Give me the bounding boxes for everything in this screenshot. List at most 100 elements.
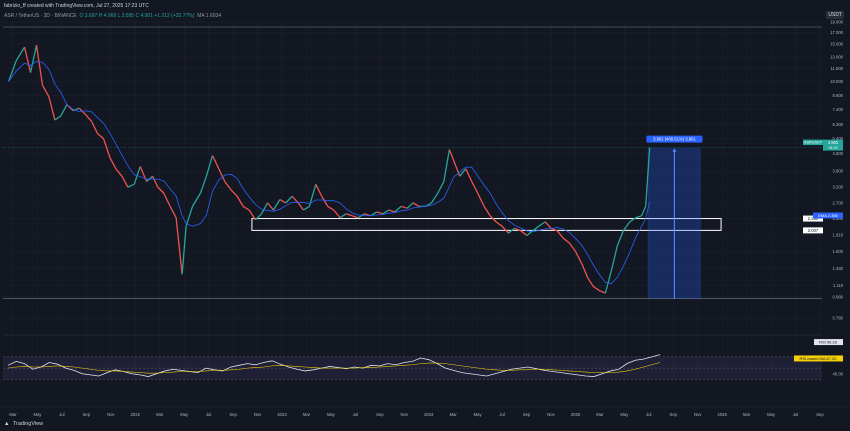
price-segment [109,157,117,170]
price-axis-tick: 19.000 [830,20,843,25]
rsi-label-bg [814,339,843,346]
time-axis-tick: Mar [156,412,164,417]
price-segment [520,230,528,236]
price-segment [508,227,515,234]
price-segment [291,195,299,204]
price-segment [556,230,564,239]
price-segment [272,199,281,211]
price-segment [574,251,583,265]
price-segment [333,209,341,219]
price-segment [376,211,383,215]
price-segment [199,175,208,194]
time-axis-tick: Mar [450,412,458,417]
last-price-symbol-bg [803,139,823,146]
price-segment [297,202,304,211]
price-segment [181,226,187,275]
time-axis-tick: Nov [547,412,555,417]
price-segment [211,155,220,170]
time-axis-tick: May [180,412,189,417]
price-axis-tick: 3.200 [833,185,844,190]
price-segment [321,195,329,207]
symbol-name: ASR / TetherUS · 3D · BINANCE [4,13,77,19]
projection-arrowhead [672,148,677,152]
price-segment [382,209,390,215]
support-upper-label-bg [803,215,823,222]
price-segment [495,221,503,227]
rsi-ma-label: RSI-based MA 67.20 [800,356,838,361]
price-segment [581,263,589,279]
time-axis-tick: 2023 [277,412,287,417]
price-segment [41,84,50,97]
price-segment [465,168,473,182]
price-axis-tick: 1.330 [833,266,844,271]
price-segment [610,245,618,271]
currency-badge[interactable]: USDT [826,11,844,19]
price-segment [163,192,171,207]
price-segment [616,230,624,247]
price-segment [448,149,454,160]
price-segment [489,215,497,223]
time-axis-tick: Sep [229,412,237,417]
symbol-legend: ASR / TetherUS · 3D · BINANCE O 3.697 H … [4,13,221,19]
price-axis-tick: 0.980 [833,294,844,299]
price-segment [35,45,44,86]
price-segment [483,206,491,217]
price-segment [400,205,408,209]
price-segment [544,221,552,229]
price-segment [266,202,274,211]
time-axis-tick: 2024 [424,412,434,417]
price-segment [255,213,262,221]
rsi-label: RSI 96.33 [819,340,838,345]
time-axis-tick: Jul [499,412,504,417]
price-segment [351,215,359,219]
price-axis-tick: 1.600 [833,249,844,254]
time-axis-tick: Mar [743,412,751,417]
price-axis-tick: 17.000 [830,30,843,35]
price-segment [248,209,257,221]
time-axis-tick: May [474,412,483,417]
price-segment [230,189,238,197]
price-segment [477,192,485,207]
price-segment [315,183,323,197]
price-segment [54,115,62,121]
price-segment [538,221,546,227]
last-price-countdown: 04:15 [829,146,838,150]
price-segment [327,205,335,211]
price-segment [23,46,32,73]
support-lower-label-bg [803,227,823,234]
price-segment [562,237,570,244]
price-segment [15,46,26,62]
price-segment [175,217,183,275]
price-segment [152,175,159,188]
price-axis-tick: 8.600 [833,93,844,98]
ohlc-values: O 3.697 H 4.969 L 3.595 C 4.901 +1.212 (… [79,13,195,19]
price-segment [339,213,347,219]
support-lower-label: 2.007 [808,228,819,233]
time-axis-tick: May [327,412,336,417]
price-segment [598,289,606,294]
price-segment [218,168,226,182]
price-axis-tick: 3.800 [833,169,844,174]
ema-label: EMA 2.356 [818,213,838,218]
price-segment [587,277,594,287]
price-segment [622,221,631,232]
time-axis-tick: 2022 [131,412,141,417]
price-axis-tick: 5.400 [833,136,844,141]
time-axis-tick: Nov [107,412,115,417]
projection-label-bg [646,135,703,143]
time-axis-tick: Mar [303,412,311,417]
time-axis-tick: Jul [646,412,651,417]
price-segment [90,121,99,134]
price-axis-tick: 11.500 [831,66,844,71]
price-segment [224,181,232,191]
published-caption: fabrizio_ff created with TradingView.com… [4,3,149,9]
price-segment [388,209,395,213]
price-axis-tick: 13.000 [830,55,843,60]
price-segment [394,205,402,213]
price-segment [7,60,17,82]
time-axis-tick: 2025 [571,412,581,417]
price-segment [501,225,509,234]
rsi-level-label: 40.00 [833,371,844,376]
price-segment [236,195,244,207]
